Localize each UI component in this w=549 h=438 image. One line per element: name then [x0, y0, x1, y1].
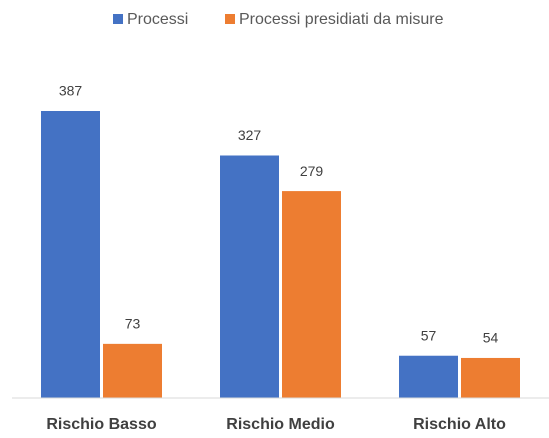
data-label: 327 [238, 127, 262, 143]
x-tick-label: Rischio Basso [46, 416, 156, 433]
bar [41, 111, 100, 398]
data-label: 387 [59, 83, 83, 99]
data-label: 279 [300, 163, 324, 179]
bar [220, 155, 279, 398]
bar [103, 343, 162, 398]
bar [461, 357, 520, 398]
bar [399, 355, 458, 398]
data-label: 73 [125, 316, 141, 332]
x-tick-label: Rischio Alto [413, 416, 506, 433]
data-label: 57 [421, 327, 437, 343]
data-label: 54 [483, 330, 499, 346]
legend-label: Processi [127, 11, 188, 28]
x-tick-label: Rischio Medio [226, 416, 335, 433]
bar [282, 191, 341, 398]
legend-label: Processi presidiati da misure [239, 11, 444, 28]
legend-swatch [113, 14, 123, 24]
legend-swatch [225, 14, 235, 24]
